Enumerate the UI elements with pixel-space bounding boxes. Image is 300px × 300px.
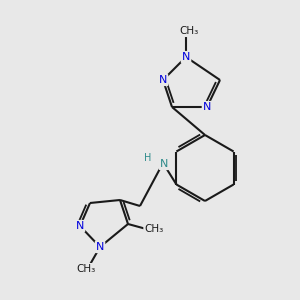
Text: H: H bbox=[144, 153, 152, 163]
Text: N: N bbox=[182, 52, 190, 62]
Text: N: N bbox=[160, 159, 168, 169]
Text: CH₃: CH₃ bbox=[144, 224, 164, 234]
Text: N: N bbox=[96, 242, 104, 252]
Text: N: N bbox=[159, 75, 167, 85]
Text: N: N bbox=[203, 102, 211, 112]
Text: N: N bbox=[76, 221, 84, 231]
Text: CH₃: CH₃ bbox=[179, 26, 199, 36]
Text: CH₃: CH₃ bbox=[76, 264, 96, 274]
